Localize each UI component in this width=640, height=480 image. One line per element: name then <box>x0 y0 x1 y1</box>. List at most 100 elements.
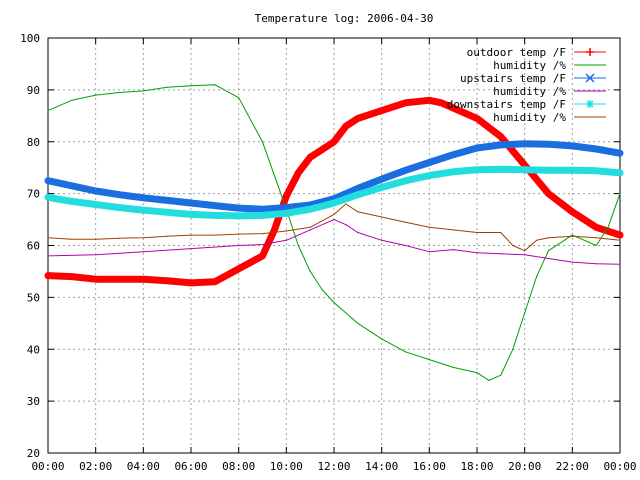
series-line-3 <box>47 219 621 265</box>
data-point <box>236 213 242 219</box>
plot-border <box>47 37 621 454</box>
data-point <box>617 170 623 176</box>
data-point <box>404 221 407 223</box>
data-point <box>45 273 51 279</box>
data-point <box>45 194 51 200</box>
data-point <box>309 270 311 272</box>
data-point <box>593 168 599 174</box>
data-point <box>212 203 218 209</box>
chart-title: Temperature log: 2006-04-30 <box>255 12 434 25</box>
data-point <box>188 211 194 217</box>
data-point <box>595 237 597 239</box>
y-tick-label: 30 <box>27 395 40 408</box>
legend-label: outdoor temp /F <box>467 46 566 59</box>
legend-label: downstairs temp /F <box>447 98 566 111</box>
data-point <box>569 209 575 215</box>
data-point <box>355 192 361 198</box>
data-point <box>595 244 597 247</box>
data-point <box>283 210 289 216</box>
data-point <box>345 203 347 205</box>
data-point <box>190 234 192 236</box>
data-point <box>379 176 385 182</box>
y-tick-label: 100 <box>20 32 40 45</box>
data-point <box>524 250 526 252</box>
data-point <box>607 226 609 228</box>
data-point <box>426 160 432 165</box>
data-point <box>166 235 168 237</box>
legend-label: humidity /% <box>493 85 566 98</box>
data-point <box>381 216 383 218</box>
data-point <box>379 184 385 190</box>
data-point <box>512 244 514 247</box>
legend-label: upstairs temp /F <box>460 72 566 85</box>
data-point <box>450 105 456 111</box>
data-point <box>428 251 430 253</box>
data-point <box>428 359 430 361</box>
data-point <box>117 276 122 282</box>
data-point <box>260 206 265 212</box>
data-point <box>381 239 383 241</box>
data-point <box>71 238 73 240</box>
data-point <box>536 276 538 278</box>
data-point <box>403 178 408 184</box>
y-tick-label: 20 <box>27 447 40 460</box>
data-point <box>118 91 121 94</box>
data-point <box>142 251 144 253</box>
data-point <box>309 229 311 231</box>
data-point <box>500 253 502 255</box>
data-point <box>474 115 480 121</box>
data-point <box>524 254 526 256</box>
data-point <box>140 276 146 282</box>
data-point <box>345 224 347 226</box>
data-point <box>214 84 216 86</box>
data-point <box>617 150 623 156</box>
data-point <box>476 231 478 234</box>
data-point <box>426 173 432 178</box>
data-point <box>140 207 146 213</box>
data-point <box>71 99 73 101</box>
data-point <box>309 226 311 228</box>
data-point <box>142 90 144 92</box>
data-point <box>69 198 75 204</box>
y-tick-label: 40 <box>27 343 40 356</box>
data-point <box>343 123 349 129</box>
data-point <box>283 205 289 211</box>
y-tick-label: 60 <box>27 240 40 253</box>
data-point <box>260 212 265 218</box>
x-tick-label: 10:00 <box>270 460 303 473</box>
data-point <box>95 254 97 256</box>
data-point <box>69 183 75 189</box>
data-point <box>214 234 216 236</box>
data-point <box>69 274 75 280</box>
data-point <box>571 261 573 263</box>
data-point <box>285 230 287 232</box>
data-point <box>571 234 573 236</box>
data-point <box>333 219 335 221</box>
data-point <box>546 141 551 147</box>
data-point <box>595 263 597 265</box>
x-tick-label: 16:00 <box>413 460 446 473</box>
legend-label: humidity /% <box>493 59 566 72</box>
data-point <box>403 100 408 106</box>
data-point <box>117 192 122 198</box>
y-tick-label: 90 <box>27 84 40 97</box>
data-point <box>297 244 299 247</box>
data-point <box>452 249 454 251</box>
data-point <box>547 257 550 260</box>
data-point <box>355 115 361 121</box>
data-point <box>476 372 478 374</box>
data-point <box>164 278 170 284</box>
data-point <box>512 348 514 350</box>
data-point <box>522 141 528 147</box>
data-point <box>547 237 550 239</box>
data-point <box>476 252 478 254</box>
data-point <box>331 200 337 206</box>
x-tick-label: 00:00 <box>603 460 636 473</box>
data-point <box>452 366 454 368</box>
data-point <box>307 206 313 212</box>
data-point <box>117 205 122 211</box>
data-point <box>547 250 550 252</box>
data-point <box>188 200 194 206</box>
data-point <box>238 97 240 99</box>
x-tick-label: 12:00 <box>317 460 350 473</box>
